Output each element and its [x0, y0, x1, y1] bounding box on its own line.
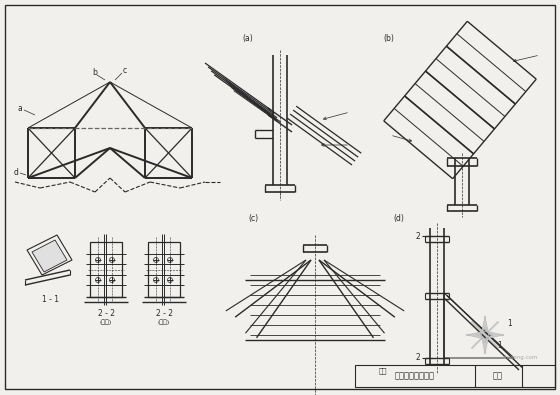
Text: 2: 2: [416, 354, 421, 363]
Text: 1: 1: [507, 318, 512, 327]
Text: (a): (a): [242, 34, 253, 43]
Text: c: c: [123, 66, 127, 75]
Text: b: b: [92, 68, 97, 77]
Polygon shape: [32, 240, 67, 272]
Text: a: a: [17, 103, 22, 113]
Bar: [148, 242, 180, 297]
Text: d: d: [13, 167, 18, 177]
Text: zhulong.com: zhulong.com: [503, 354, 538, 359]
Text: 2 - 2: 2 - 2: [156, 310, 172, 318]
Text: 2 - 2: 2 - 2: [97, 310, 114, 318]
Polygon shape: [481, 317, 489, 335]
Polygon shape: [485, 331, 503, 339]
Bar: [355, 365, 555, 387]
Text: 2: 2: [416, 231, 421, 241]
Text: (d): (d): [393, 214, 404, 222]
Text: 图名: 图名: [379, 368, 388, 374]
Text: 图页: 图页: [493, 372, 503, 380]
Text: 1 - 1: 1 - 1: [41, 295, 58, 305]
Text: 1: 1: [498, 342, 502, 350]
Text: 三铰拱式天窗节点: 三铰拱式天窗节点: [395, 372, 435, 380]
Bar: [90, 242, 122, 297]
Text: (c): (c): [248, 214, 258, 222]
Text: (螺栓): (螺栓): [158, 319, 170, 325]
Polygon shape: [467, 331, 485, 339]
Text: (b): (b): [383, 34, 394, 43]
Polygon shape: [481, 335, 489, 353]
Text: (初步): (初步): [100, 319, 112, 325]
